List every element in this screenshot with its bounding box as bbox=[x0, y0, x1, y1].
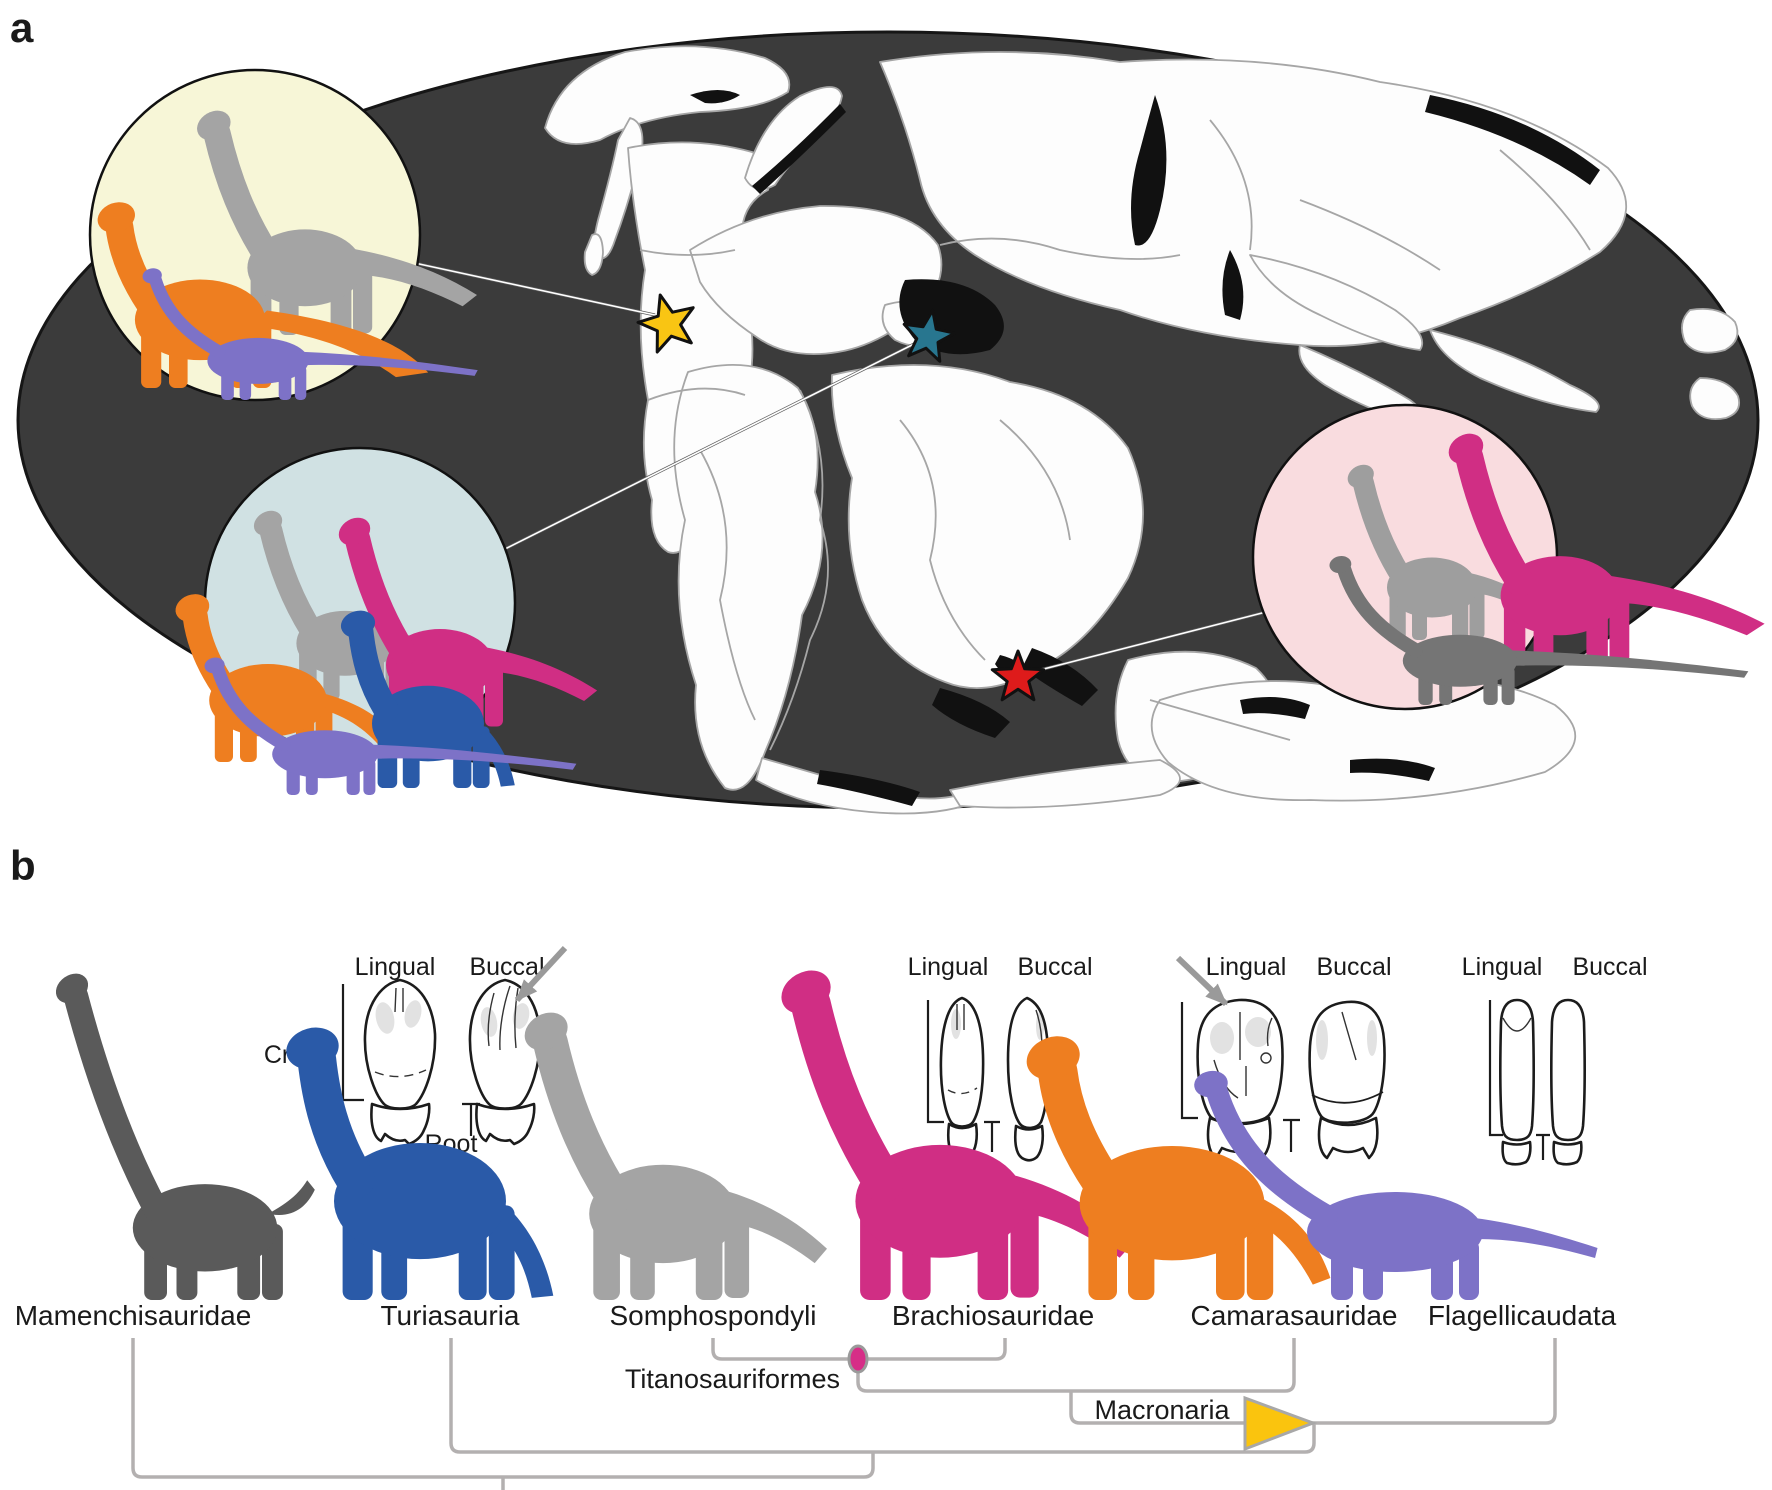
root-tick bbox=[1283, 1118, 1300, 1152]
inset-africa-brachiosaur bbox=[1448, 433, 1765, 665]
site-star-red-icon bbox=[990, 649, 1046, 702]
site-star-teal-icon bbox=[902, 308, 957, 363]
taxon-label-flagellicaudata: Flagellicaudata bbox=[1428, 1300, 1617, 1331]
map-plate-boundaries bbox=[639, 119, 1591, 751]
tooth-buccal-label: Buccal bbox=[469, 953, 544, 981]
macronaria-triangle-icon bbox=[1243, 1395, 1318, 1452]
site-stars bbox=[636, 293, 1046, 702]
tooth-diagram-flagellicaudatan: Lingual Buccal bbox=[1462, 953, 1648, 1166]
mamenchisauridae-silhouette bbox=[55, 973, 315, 1300]
paleomap bbox=[16, 30, 1765, 815]
tooth-lingual-label: Lingual bbox=[355, 953, 436, 981]
tooth-lingual-label: Lingual bbox=[1206, 953, 1287, 981]
turiasauria-silhouette bbox=[286, 1027, 554, 1300]
cladogram: Titanosauriformes Macronaria bbox=[131, 1338, 1557, 1490]
panel-b-letter: b bbox=[10, 842, 36, 889]
inset-north-america-brachiosaur bbox=[197, 110, 477, 335]
somphospondyli-silhouette bbox=[524, 1012, 827, 1300]
site-star-yellow-icon bbox=[636, 293, 695, 354]
tooth-buccal-label: Buccal bbox=[1017, 953, 1092, 981]
panel-a-letter: a bbox=[10, 4, 34, 51]
inset-europe bbox=[175, 446, 598, 795]
taxon-label-somphospondyli: Somphospondyli bbox=[609, 1300, 816, 1331]
clade-label-macronaria: Macronaria bbox=[1094, 1395, 1230, 1425]
root-tick bbox=[984, 1120, 1000, 1152]
inset-europe-brachiosaur bbox=[338, 517, 598, 728]
tooth-diagram-camarasaurid: Lingual Buccal bbox=[1175, 953, 1392, 1160]
crown-bracket bbox=[926, 1000, 944, 1124]
taxon-silhouettes bbox=[55, 970, 1598, 1300]
inset-europe-diplodocid bbox=[204, 657, 577, 795]
inset-north-america-diplodocid bbox=[142, 268, 478, 400]
clade-label-titanosauriformes: Titanosauriformes bbox=[625, 1364, 840, 1394]
flagellicaudata-silhouette bbox=[1194, 1070, 1598, 1300]
inset-connectors bbox=[409, 260, 1267, 674]
tooth-lingual-label: Lingual bbox=[908, 953, 989, 981]
tooth-buccal-label: Buccal bbox=[1572, 953, 1647, 981]
crown-bracket bbox=[1180, 1002, 1198, 1120]
root-tick bbox=[1536, 1133, 1550, 1160]
titanosauriformes-node-icon bbox=[847, 1344, 869, 1374]
map-insets bbox=[88, 68, 1765, 795]
taxon-labels: Mamenchisauridae Turiasauria Somphospond… bbox=[15, 1300, 1617, 1331]
inset-africa bbox=[1251, 403, 1765, 711]
tooth-arrow-icon bbox=[514, 945, 568, 1003]
root-tick bbox=[462, 1102, 480, 1136]
tooth-buccal-label: Buccal bbox=[1316, 953, 1391, 981]
tooth-arrow-icon bbox=[1175, 955, 1229, 1007]
inset-north-america bbox=[88, 68, 478, 402]
tooth-diagram-brachiosaurid: Lingual Buccal bbox=[908, 953, 1093, 1162]
taxon-label-brachiosauridae: Brachiosauridae bbox=[892, 1300, 1094, 1331]
taxon-label-mamenchisauridae: Mamenchisauridae bbox=[15, 1300, 252, 1331]
crown-bracket bbox=[341, 984, 364, 1102]
taxon-label-camarasauridae: Camarasauridae bbox=[1191, 1300, 1398, 1331]
crown-bracket bbox=[1488, 1000, 1503, 1137]
camarasauridae-silhouette bbox=[1026, 1036, 1331, 1300]
taxon-label-turiasauria: Turiasauria bbox=[380, 1300, 519, 1331]
inset-africa-diplodocid bbox=[1329, 556, 1749, 705]
tooth-lingual-label: Lingual bbox=[1462, 953, 1543, 981]
